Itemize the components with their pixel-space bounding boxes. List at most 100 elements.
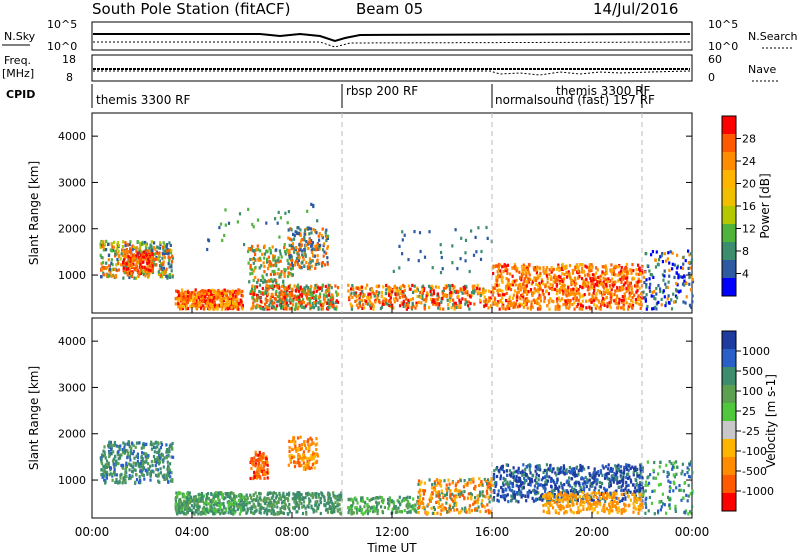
- echo-cell: [292, 297, 295, 301]
- echo-cell: [487, 495, 490, 499]
- echo-cell: [593, 298, 597, 302]
- echo-cell: [309, 287, 312, 292]
- echo-cell: [293, 234, 296, 238]
- echo-cell: [595, 304, 599, 308]
- echo-cell: [646, 304, 649, 309]
- echo-cell: [325, 251, 328, 255]
- echo-cell: [591, 273, 594, 277]
- echo-cell: [552, 300, 555, 304]
- echo-cell: [243, 508, 246, 512]
- echo-cell: [303, 453, 306, 457]
- echo-cell: [312, 253, 315, 257]
- echo-cell: [243, 503, 246, 507]
- echo-cell: [136, 452, 139, 456]
- echo-cell: [397, 500, 400, 504]
- echo-cell: [295, 259, 298, 263]
- echo-cell: [623, 274, 626, 278]
- echo-cell: [677, 290, 681, 294]
- echo-cell: [224, 511, 227, 515]
- echo-cell: [462, 485, 466, 489]
- echo-cell: [192, 511, 195, 515]
- echo-cell: [521, 274, 524, 278]
- echo-cell: [631, 291, 634, 295]
- echo-cell: [368, 498, 371, 503]
- echo-cell: [170, 455, 173, 459]
- echo-cell: [558, 279, 561, 283]
- echo-cell: [253, 470, 256, 474]
- echo-cell: [262, 452, 265, 456]
- echo-cell: [611, 268, 614, 272]
- echo-cell: [622, 298, 625, 302]
- echo-cell: [340, 491, 343, 495]
- echo-cell: [236, 220, 239, 224]
- echo-cell: [554, 305, 557, 309]
- echo-cell: [479, 291, 482, 295]
- echo-cell: [228, 496, 231, 500]
- echo-cell: [278, 303, 281, 307]
- echo-cell: [466, 293, 469, 297]
- echo-cell: [616, 286, 619, 290]
- echo-cell: [120, 453, 123, 457]
- echo-cell: [218, 226, 221, 230]
- echo-cell: [592, 278, 595, 282]
- echo-cell: [178, 292, 181, 296]
- echo-cell: [271, 269, 274, 274]
- echo-cell: [141, 258, 144, 262]
- echo-cell: [131, 470, 134, 474]
- echo-cell: [193, 291, 196, 295]
- echo-cell: [507, 280, 510, 284]
- echo-cell: [498, 288, 501, 292]
- echo-cell: [590, 300, 593, 304]
- echo-cell: [598, 277, 601, 282]
- echo-cell: [271, 506, 274, 510]
- echo-cell: [275, 307, 278, 311]
- echo-cell: [192, 497, 195, 501]
- nave-top-tick: 60: [708, 53, 722, 66]
- echo-cell: [317, 285, 320, 289]
- echo-cell: [355, 286, 358, 290]
- echo-cell: [568, 272, 571, 276]
- echo-cell: [440, 489, 443, 493]
- echo-cell: [272, 258, 275, 262]
- echo-cell: [480, 493, 483, 497]
- echo-cell: [556, 299, 559, 303]
- echo-cell: [670, 298, 673, 302]
- echo-cell: [117, 244, 121, 248]
- echo-cell: [638, 266, 641, 270]
- echo-cell: [354, 291, 358, 295]
- echo-cell: [161, 251, 164, 256]
- echo-cell: [112, 462, 115, 466]
- echo-cell: [111, 478, 114, 482]
- echo-cell: [413, 289, 416, 293]
- echo-cell: [201, 507, 204, 511]
- echo-cell: [544, 268, 547, 272]
- echo-cell: [601, 272, 604, 276]
- echo-cell: [492, 266, 495, 270]
- echo-cell: [306, 462, 309, 466]
- echo-cell: [233, 304, 236, 309]
- echo-cell: [623, 292, 626, 296]
- echo-cell: [306, 286, 309, 290]
- echo-cell: [509, 272, 512, 276]
- echo-cell: [214, 291, 217, 295]
- echo-cell: [293, 294, 296, 298]
- echo-cell: [400, 285, 403, 289]
- echo-cell: [323, 496, 326, 500]
- echo-cell: [585, 284, 588, 288]
- echo-cell: [182, 297, 185, 301]
- echo-cell: [324, 234, 327, 238]
- echo-cell: [488, 298, 491, 302]
- echo-cell: [231, 289, 234, 293]
- echo-cell: [577, 290, 580, 294]
- echo-cell: [155, 251, 158, 255]
- echo-cell: [314, 503, 317, 507]
- echo-cell: [375, 290, 378, 294]
- echo-cell: [629, 291, 632, 295]
- echo-cell: [273, 263, 277, 267]
- echo-cell: [147, 260, 150, 264]
- echo-cell: [150, 447, 154, 451]
- echo-cell: [352, 501, 355, 505]
- echo-cell: [572, 297, 575, 301]
- echo-cell: [259, 455, 263, 459]
- echo-cell: [604, 283, 607, 287]
